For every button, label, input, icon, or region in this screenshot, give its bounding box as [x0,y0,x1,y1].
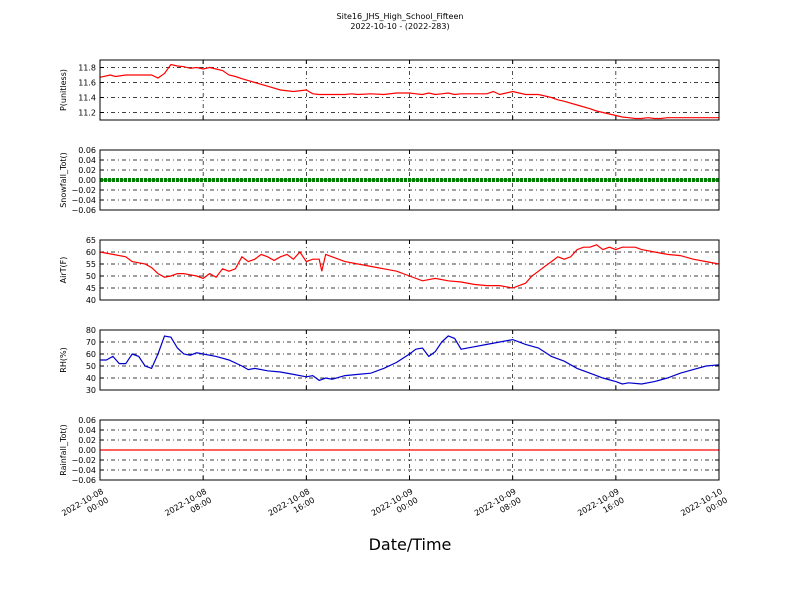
y-tick-label: 40 [86,296,96,305]
y-tick-label: 11.4 [78,94,96,103]
y-tick-label: 65 [86,236,96,245]
y-tick-label: −0.02 [71,456,96,465]
y-tick-label: 0.02 [78,436,96,445]
y-tick-label: 0.00 [78,446,96,455]
y-tick-label: 11.8 [78,64,96,73]
y-tick-label: 50 [86,362,96,371]
series-line [99,63,719,120]
panel-frame [99,329,720,391]
y-tick-label: 80 [86,326,96,335]
y-tick-label: 60 [86,350,96,359]
y-tick-label: −0.06 [71,476,96,485]
series-line [100,335,720,385]
y-tick-label: 0.06 [78,416,96,425]
chart-title: Site16_JHS_High_School_Fifteen [337,12,464,21]
panel-frame [99,419,720,481]
panels-group: 11.211.411.611.8P(unitless)−0.06−0.04−0.… [59,59,720,485]
chart-subtitle: 2022-10-10 - (2022-283) [350,22,449,31]
y-tick-label: −0.04 [71,466,96,475]
y-tick-label: 50 [86,272,96,281]
y-tick-label: −0.04 [71,196,96,205]
y-tick-label: −0.06 [71,206,96,215]
y-axis-label: Snowfall_Tot() [59,152,68,208]
y-tick-label: 40 [86,374,96,383]
y-axis-label: RH(%) [59,347,68,372]
panel-frame [99,59,720,121]
y-tick-label: −0.02 [71,186,96,195]
y-tick-label: 55 [86,260,96,269]
y-axis-label: P(unitless) [59,69,68,111]
y-tick-label: 0.04 [78,426,96,435]
y-tick-label: 30 [86,386,96,395]
y-tick-label: 60 [86,248,96,257]
y-tick-label: 70 [86,338,96,347]
y-tick-label: 11.6 [78,79,96,88]
panel-frame [99,149,720,211]
panel-4: 30 40 50 60 70 80 RH(%) [59,326,720,395]
panel-3: 40 45 50 55 60 65 AirT(F) [59,236,720,305]
panel-1: 11.2 11.4 11.6 11.8 P(unitless) [59,59,720,121]
y-tick-label: 0.04 [78,156,96,165]
y-tick-label: 45 [86,284,96,293]
series-line [99,244,720,289]
y-tick-label: 11.2 [78,109,96,118]
y-axis-label: AirT(F) [59,257,68,284]
y-tick-label: 0.00 [78,176,96,185]
panel-5: −0.06−0.04−0.020.000.020.040.06 Rainfall_… [59,416,720,485]
panel-frame [99,239,720,301]
panel-2: −0.06−0.04−0.020.000.020.040.06 Snowfall_… [59,146,720,215]
x-axis-label: Date/Time [369,535,452,554]
y-tick-label: 0.06 [78,146,96,155]
y-tick-label: 0.02 [78,166,96,175]
y-axis-label: Rainfall_Tot() [59,424,68,476]
